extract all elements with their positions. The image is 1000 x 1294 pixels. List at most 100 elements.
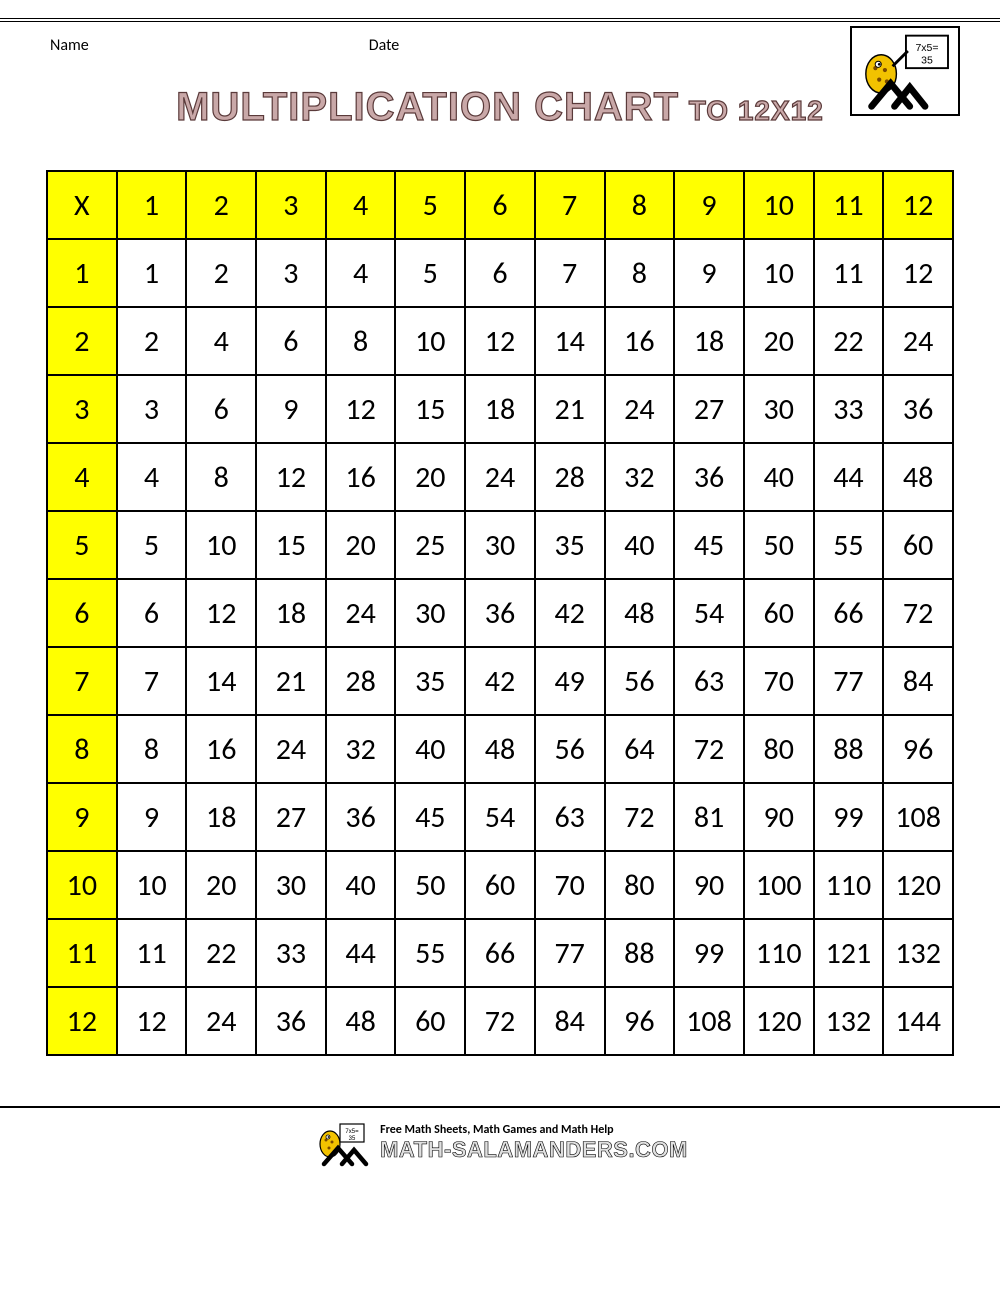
- table-cell: 36: [256, 987, 326, 1055]
- table-cell: 55: [395, 919, 465, 987]
- table-cell: 45: [395, 783, 465, 851]
- table-cell: 35: [395, 647, 465, 715]
- table-cell: 40: [326, 851, 396, 919]
- table-cell: 72: [605, 783, 675, 851]
- multiplication-table: X123456789101112112345678910111222468101…: [46, 170, 954, 1056]
- table-cell: 20: [186, 851, 256, 919]
- table-cell: 21: [256, 647, 326, 715]
- col-header: 3: [256, 171, 326, 239]
- table-cell: 84: [883, 647, 953, 715]
- footer-url: MATH-SALAMANDERS.COM: [380, 1138, 688, 1162]
- row-header: 4: [47, 443, 117, 511]
- table-cell: 14: [186, 647, 256, 715]
- table-cell: 24: [256, 715, 326, 783]
- table-cell: 60: [744, 579, 814, 647]
- table-cell: 4: [186, 307, 256, 375]
- table-cell: 15: [256, 511, 326, 579]
- table-cell: 40: [395, 715, 465, 783]
- table-cell: 44: [814, 443, 884, 511]
- table-cell: 96: [883, 715, 953, 783]
- table-cell: 21: [535, 375, 605, 443]
- table-cell: 8: [326, 307, 396, 375]
- table-cell: 12: [186, 579, 256, 647]
- table-cell: 54: [674, 579, 744, 647]
- table-cell: 9: [117, 783, 187, 851]
- table-cell: 3: [117, 375, 187, 443]
- table-cell: 66: [814, 579, 884, 647]
- table-cell: 56: [535, 715, 605, 783]
- col-header: 8: [605, 171, 675, 239]
- table-cell: 27: [674, 375, 744, 443]
- table-cell: 72: [465, 987, 535, 1055]
- table-cell: 20: [395, 443, 465, 511]
- table-cell: 50: [744, 511, 814, 579]
- table-cell: 10: [186, 511, 256, 579]
- date-field-label: Date: [369, 36, 400, 55]
- table-cell: 63: [535, 783, 605, 851]
- table-cell: 110: [814, 851, 884, 919]
- brand-logo: 7x5= 35: [850, 26, 960, 116]
- table-cell: 9: [674, 239, 744, 307]
- table-cell: 63: [674, 647, 744, 715]
- svg-text:35: 35: [349, 1136, 356, 1142]
- table-cell: 16: [186, 715, 256, 783]
- table-cell: 30: [744, 375, 814, 443]
- table-cell: 22: [814, 307, 884, 375]
- table-cell: 28: [326, 647, 396, 715]
- col-header: 6: [465, 171, 535, 239]
- table-cell: 48: [465, 715, 535, 783]
- table-cell: 8: [117, 715, 187, 783]
- table-cell: 6: [465, 239, 535, 307]
- table-cell: 3: [256, 239, 326, 307]
- table-cell: 120: [744, 987, 814, 1055]
- table-cell: 36: [883, 375, 953, 443]
- logo-board-text: 7x5=: [915, 42, 938, 54]
- col-header: 4: [326, 171, 396, 239]
- table-cell: 10: [744, 239, 814, 307]
- table-cell: 50: [395, 851, 465, 919]
- col-header: 12: [883, 171, 953, 239]
- table-cell: 11: [814, 239, 884, 307]
- table-cell: 18: [186, 783, 256, 851]
- col-header: 9: [674, 171, 744, 239]
- table-cell: 24: [605, 375, 675, 443]
- table-cell: 7: [117, 647, 187, 715]
- table-cell: 72: [674, 715, 744, 783]
- table-cell: 8: [605, 239, 675, 307]
- table-cell: 24: [883, 307, 953, 375]
- col-header: 7: [535, 171, 605, 239]
- table-cell: 33: [814, 375, 884, 443]
- col-header: 1: [117, 171, 187, 239]
- table-cell: 80: [744, 715, 814, 783]
- col-header: 2: [186, 171, 256, 239]
- row-header: 9: [47, 783, 117, 851]
- table-cell: 18: [465, 375, 535, 443]
- row-header: 7: [47, 647, 117, 715]
- table-cell: 5: [117, 511, 187, 579]
- table-cell: 5: [395, 239, 465, 307]
- table-cell: 11: [117, 919, 187, 987]
- row-header: 8: [47, 715, 117, 783]
- table-cell: 48: [605, 579, 675, 647]
- table-cell: 6: [256, 307, 326, 375]
- col-header: 10: [744, 171, 814, 239]
- table-cell: 84: [535, 987, 605, 1055]
- table-cell: 108: [883, 783, 953, 851]
- table-cell: 80: [605, 851, 675, 919]
- table-cell: 96: [605, 987, 675, 1055]
- table-cell: 24: [465, 443, 535, 511]
- table-cell: 30: [395, 579, 465, 647]
- row-header: 3: [47, 375, 117, 443]
- table-cell: 2: [186, 239, 256, 307]
- table-cell: 77: [814, 647, 884, 715]
- table-cell: 77: [535, 919, 605, 987]
- table-cell: 48: [326, 987, 396, 1055]
- table-cell: 45: [674, 511, 744, 579]
- table-cell: 144: [883, 987, 953, 1055]
- table-cell: 70: [744, 647, 814, 715]
- table-cell: 36: [465, 579, 535, 647]
- table-cell: 24: [326, 579, 396, 647]
- table-cell: 99: [814, 783, 884, 851]
- table-cell: 16: [326, 443, 396, 511]
- table-cell: 15: [395, 375, 465, 443]
